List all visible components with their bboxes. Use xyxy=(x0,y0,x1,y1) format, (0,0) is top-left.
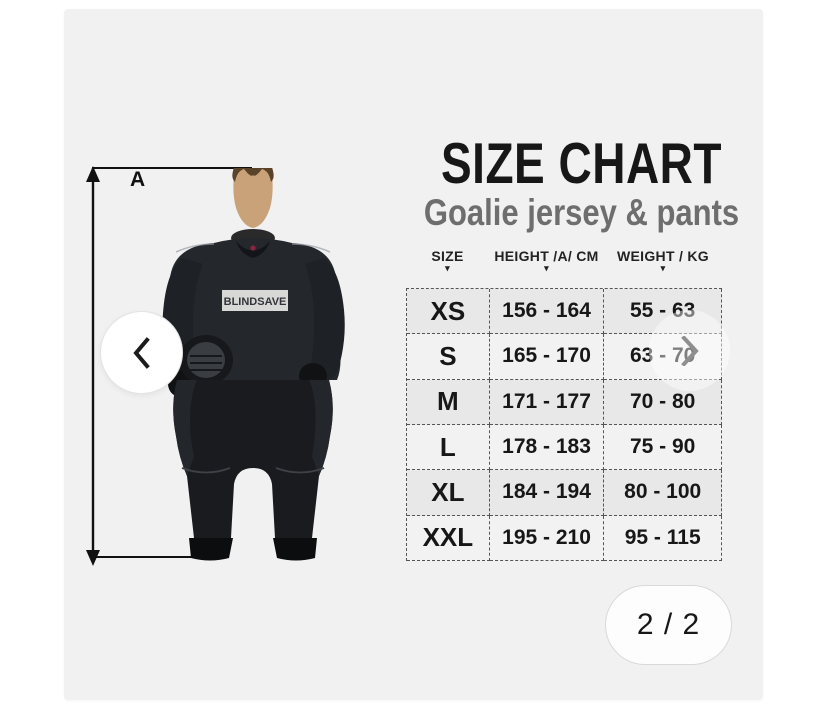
svg-text:BLINDSAVE: BLINDSAVE xyxy=(224,296,287,308)
